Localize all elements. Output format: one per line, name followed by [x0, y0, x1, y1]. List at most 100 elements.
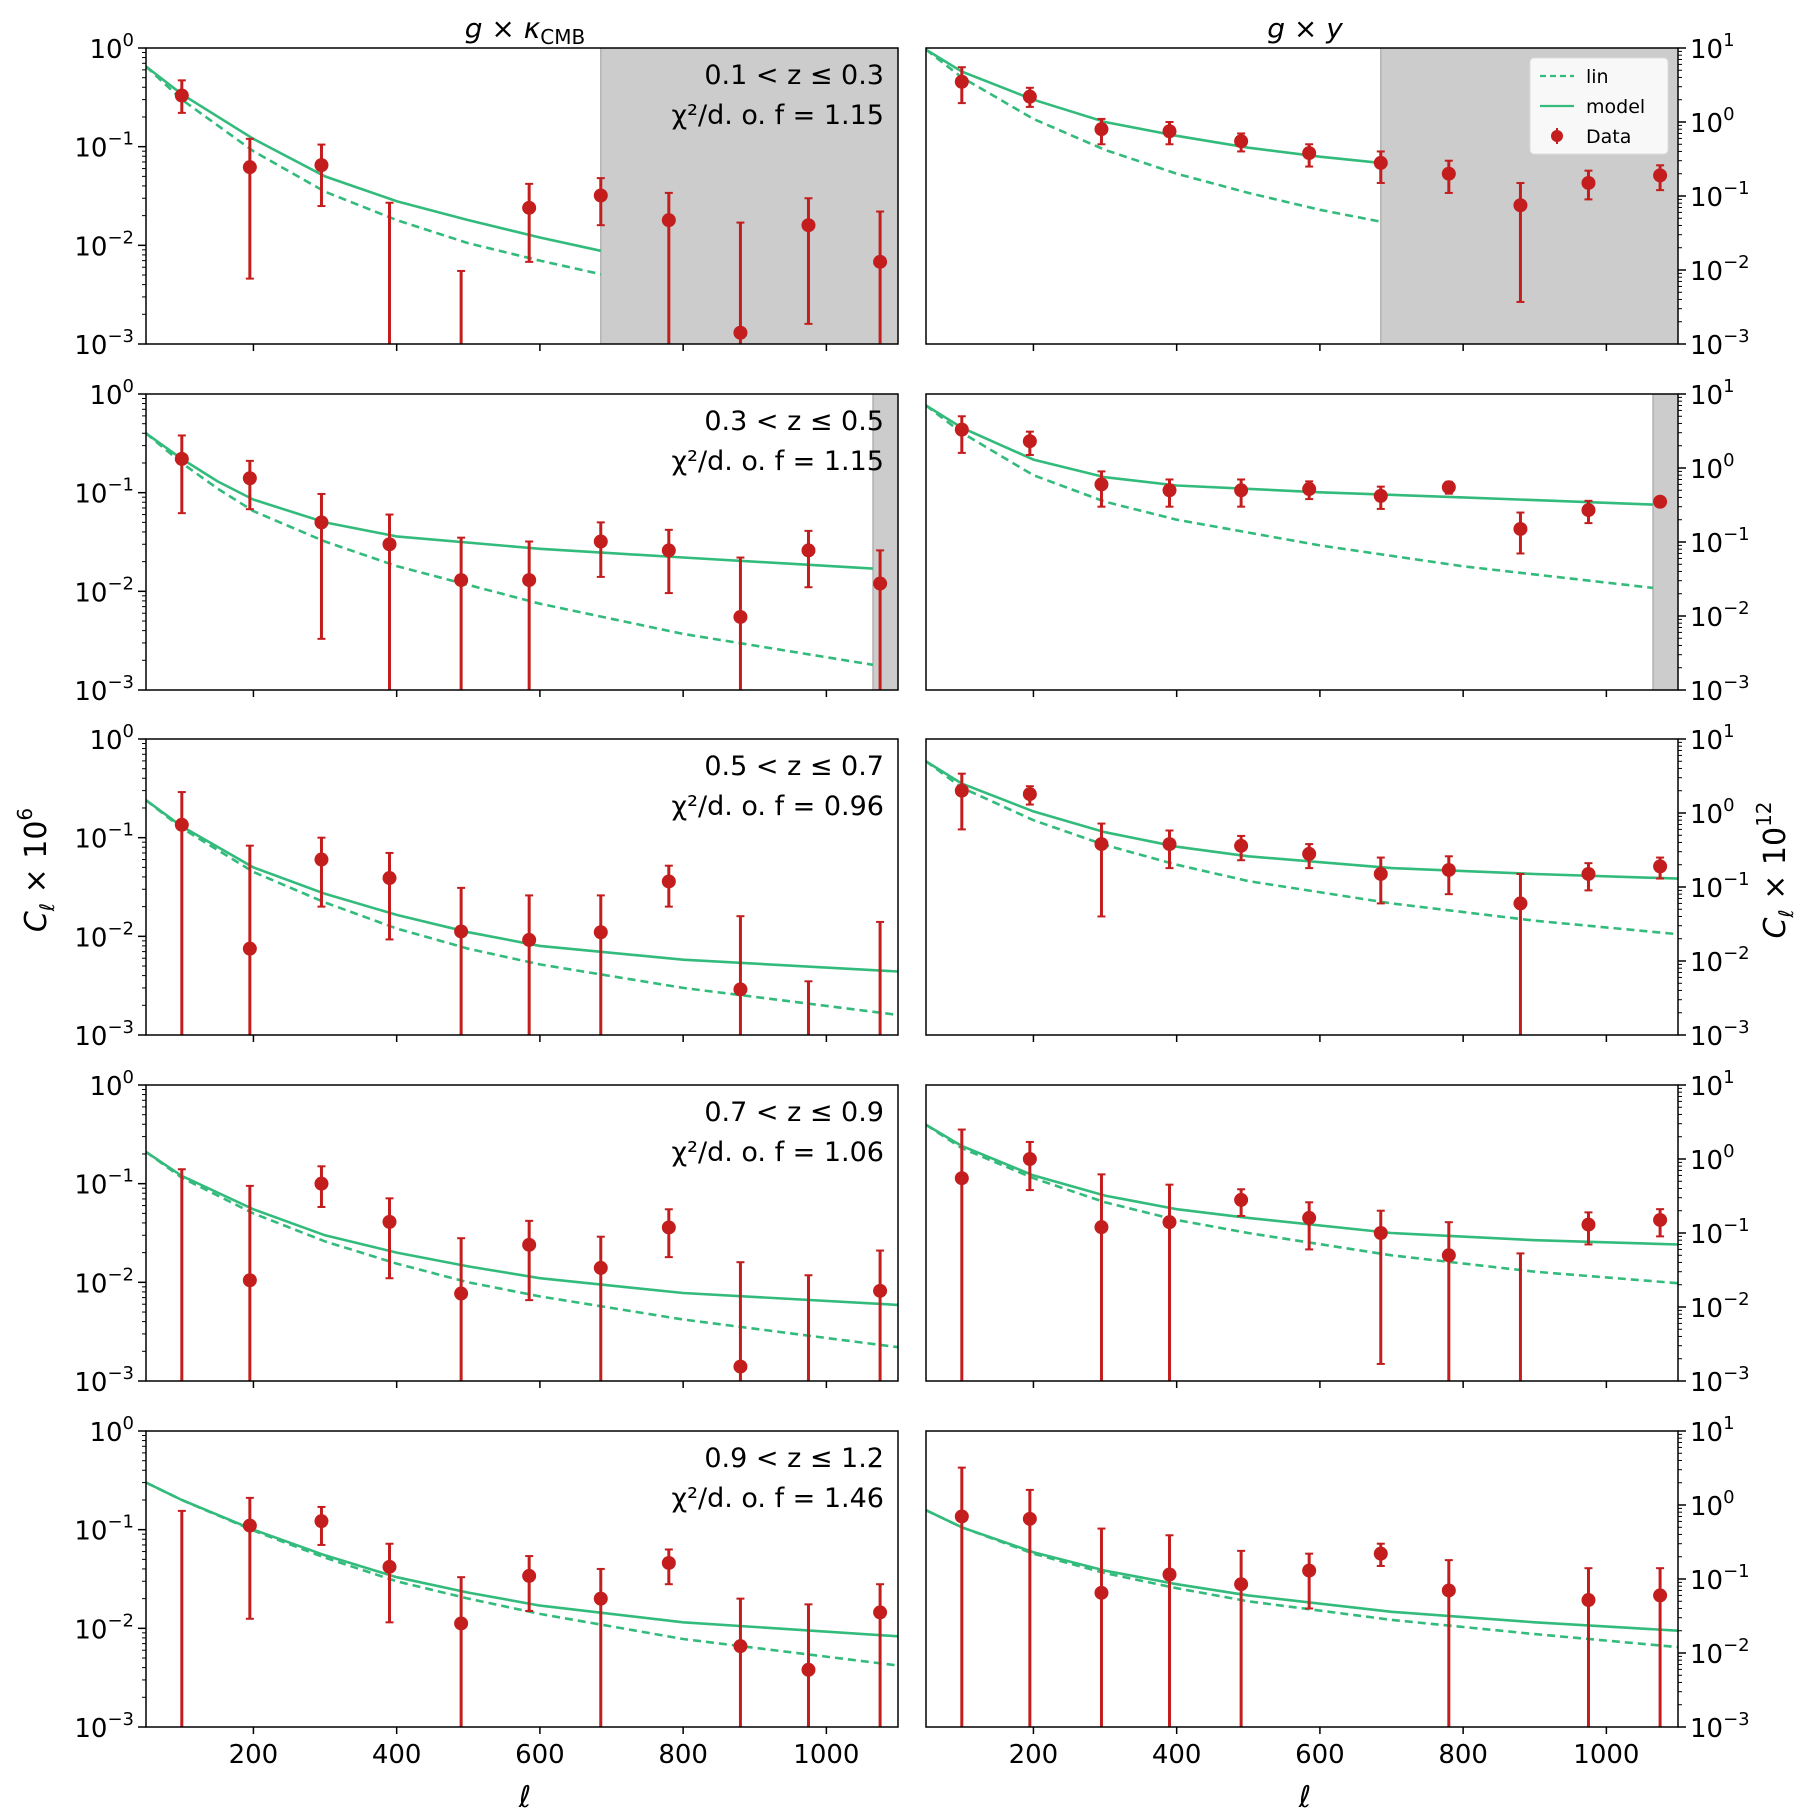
curves	[146, 1481, 898, 1667]
y-tick-label: 10−3	[74, 1363, 134, 1398]
data-point	[1581, 1217, 1596, 1232]
panel-frame	[145, 1084, 899, 1382]
redshift-bin-label: 0.3 < z ≤ 0.5	[704, 406, 884, 437]
data-point	[1234, 483, 1249, 498]
data-series	[954, 772, 1668, 1035]
panel-y-row-2: 10−3 10−2 10−1 100 101	[925, 376, 1750, 707]
svg-text:Cℓ × 106: Cℓ × 106	[13, 808, 59, 932]
panel-y-row-5: 10−3 10−2 10−1 100 101 200 400 600 800 1000	[925, 1413, 1750, 1770]
panel-kappa-row-5: 10−3 10−2 10−1 100 200 400 600 800 1000 0.9 < z ≤…	[74, 1413, 899, 1770]
data-series	[177, 1165, 888, 1381]
data-point	[1581, 1593, 1596, 1608]
data-point	[1653, 1212, 1668, 1227]
y-tick-label: 100	[89, 376, 134, 411]
data-point	[873, 1605, 888, 1620]
y-tick-label: 10−1	[74, 475, 134, 510]
data-point	[1441, 1248, 1456, 1263]
panel-frame	[145, 47, 899, 345]
data-point	[801, 218, 816, 233]
lin-curve	[926, 760, 1678, 936]
data-point	[1513, 896, 1528, 911]
data-point	[382, 871, 397, 886]
y-tick-label: 10−3	[74, 672, 134, 707]
data-point	[873, 576, 888, 591]
legend-box	[1529, 57, 1669, 155]
curves	[926, 760, 1678, 936]
data-point	[1022, 434, 1037, 449]
data-point	[1373, 1546, 1388, 1561]
data-point	[1653, 168, 1668, 183]
data-point	[1302, 146, 1317, 161]
lin-curve	[146, 1150, 898, 1349]
x-tick-label: 200	[229, 1740, 279, 1770]
data-point	[314, 1176, 329, 1191]
x-tick-label: 200	[1009, 1740, 1059, 1770]
data-point	[954, 422, 969, 437]
panel-kappa-row-3: 10−3 10−2 10−1 100 0.5 < z ≤ 0.7 χ²/d. o. f =…	[74, 721, 899, 1052]
legend-swatch-data	[1551, 130, 1563, 142]
data-point	[314, 1514, 329, 1529]
lin-curve	[926, 404, 1654, 590]
panel-kappa-row-4: 10−3 10−2 10−1 100 0.7 < z ≤ 0.9 χ²/d. o. f =…	[74, 1067, 899, 1398]
data-point	[174, 451, 189, 466]
data-point	[242, 1273, 257, 1288]
lin-curve	[926, 1123, 1678, 1285]
data-point	[314, 158, 329, 173]
panel-frame	[145, 393, 899, 691]
data-point	[1022, 89, 1037, 104]
redshift-bin-label: 0.7 < z ≤ 0.9	[704, 1097, 884, 1128]
data-point	[1441, 166, 1456, 181]
data-point	[954, 74, 969, 89]
data-point	[661, 1555, 676, 1570]
data-point	[522, 932, 537, 947]
curves	[926, 48, 1382, 223]
y-tick-label: 101	[1690, 376, 1735, 411]
panel-y-row-4: 10−3 10−2 10−1 100 101	[925, 1067, 1750, 1398]
data-point	[1022, 1511, 1037, 1526]
model-curve	[926, 404, 1653, 506]
legend: lin model Data	[1529, 57, 1669, 155]
data-point	[661, 213, 676, 228]
panel-frame	[145, 1430, 899, 1728]
data-point	[382, 1559, 397, 1574]
data-point	[801, 1662, 816, 1677]
data-point	[1373, 488, 1388, 503]
svg-text:g × κCMB: g × κCMB	[465, 12, 586, 49]
data-point	[522, 1237, 537, 1252]
data-point	[1234, 1192, 1249, 1207]
lin-curve	[146, 65, 602, 276]
y-tick-label: 10−3	[1690, 1017, 1750, 1052]
data-point	[593, 188, 608, 203]
data-point	[1094, 1220, 1109, 1235]
y-tick-label: 10−1	[74, 820, 134, 855]
data-point	[454, 1616, 469, 1631]
data-point	[733, 982, 748, 997]
column-title-right: g × y	[1267, 12, 1343, 45]
chi2-label: χ²/d. o. f = 0.96	[672, 791, 884, 822]
panel-frame	[145, 738, 899, 1036]
data-point	[1653, 1588, 1668, 1603]
x-tick-label: 600	[515, 1740, 565, 1770]
model-curve	[146, 1481, 898, 1638]
x-axis-label-left: ℓ	[518, 1780, 531, 1815]
data-point	[1441, 862, 1456, 877]
data-point	[382, 537, 397, 552]
data-point	[1581, 503, 1596, 518]
data-point	[242, 1518, 257, 1533]
data-point	[1094, 1585, 1109, 1600]
y-tick-label: 101	[1690, 30, 1735, 65]
y-tick-label: 10−2	[74, 573, 134, 608]
data-point	[382, 1214, 397, 1229]
chi2-label: χ²/d. o. f = 1.15	[672, 100, 884, 131]
y-tick-label: 100	[1690, 1487, 1735, 1522]
x-tick-label: 1000	[793, 1740, 859, 1770]
y-tick-label: 101	[1690, 1413, 1735, 1448]
data-point	[593, 1260, 608, 1275]
data-point	[593, 925, 608, 940]
x-axis-label-right: ℓ	[1298, 1780, 1311, 1815]
redshift-bin-label: 0.1 < z ≤ 0.3	[704, 60, 884, 91]
data-point	[1162, 1215, 1177, 1230]
y-tick-label: 10−1	[74, 1166, 134, 1201]
data-point	[1022, 1152, 1037, 1166]
